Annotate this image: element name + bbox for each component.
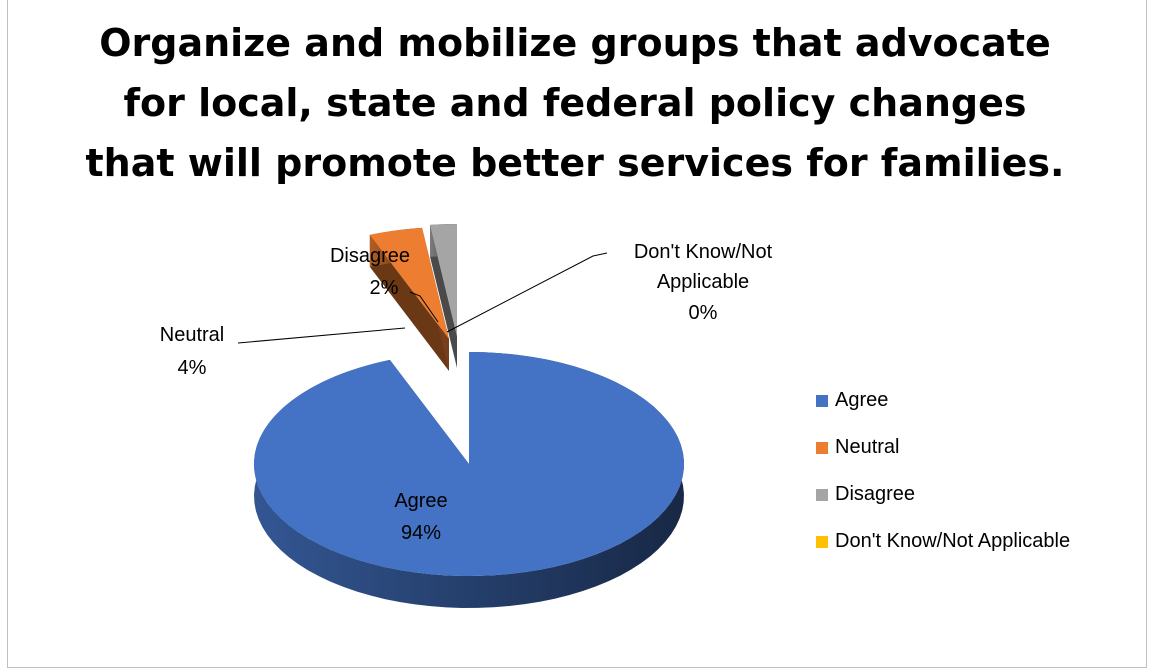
legend-item-neutral: Neutral	[816, 433, 1070, 462]
data-label-dontknow-line-3: 0%	[689, 302, 718, 324]
data-label-disagree-value: 2%	[370, 277, 399, 299]
data-label-agree-value: 94%	[401, 522, 441, 544]
data-label-neutral-value: 4%	[178, 357, 207, 379]
chart-title-line-3: that will promote better services for fa…	[85, 141, 1065, 185]
data-label-neutral-name: Neutral	[160, 324, 224, 346]
pie-slice-agree	[253, 352, 684, 608]
legend-label-agree: Agree	[835, 389, 889, 411]
data-label-disagree-name: Disagree	[330, 245, 410, 267]
legend-label-dont-know: Don't Know/Not Applicable	[835, 530, 1071, 552]
chart-title-line-2: for local, state and federal policy chan…	[123, 81, 1027, 125]
legend: Agree Neutral Disagree Don't Know/Not Ap…	[816, 386, 1070, 574]
legend-label-disagree: Disagree	[835, 483, 916, 505]
pie-slice-top-agree	[253, 352, 684, 577]
data-label-dontknow-line-2: Applicable	[657, 271, 749, 293]
leader-lines	[237, 252, 608, 344]
leader-line-neutral	[237, 327, 406, 344]
pie-slice-neutral	[369, 227, 449, 371]
pie-slice-wall-start-disagree	[430, 224, 457, 368]
data-label-agree-name: Agree	[394, 490, 447, 512]
pie-slice-disagree	[430, 224, 457, 368]
chart-frame	[7, 0, 1147, 668]
legend-swatch-dont-know	[816, 535, 828, 548]
legend-swatch-agree	[816, 394, 828, 407]
pie-slice-top-neutral	[369, 227, 449, 339]
chart-title-line-1: Organize and mobilize groups that advoca…	[99, 21, 1051, 65]
legend-swatch-neutral	[816, 441, 828, 454]
legend-item-agree: Agree	[816, 386, 1070, 415]
pie-slice-wall-start-neutral	[369, 234, 449, 371]
pie-slice-top-disagree	[430, 224, 457, 336]
legend-item-dont-know: Don't Know/Not Applicable	[816, 527, 1070, 556]
legend-item-disagree: Disagree	[816, 480, 1070, 509]
pie-slices	[253, 224, 684, 608]
legend-swatch-disagree	[816, 488, 828, 501]
leader-line-dontknow	[446, 252, 608, 333]
data-label-dontknow-line-1: Don't Know/Not	[634, 241, 773, 263]
data-labels: Agree 94% Neutral 4% Disagree 2% Don't K…	[160, 241, 773, 544]
leader-line-disagree	[409, 291, 439, 323]
legend-label-neutral: Neutral	[835, 436, 900, 458]
